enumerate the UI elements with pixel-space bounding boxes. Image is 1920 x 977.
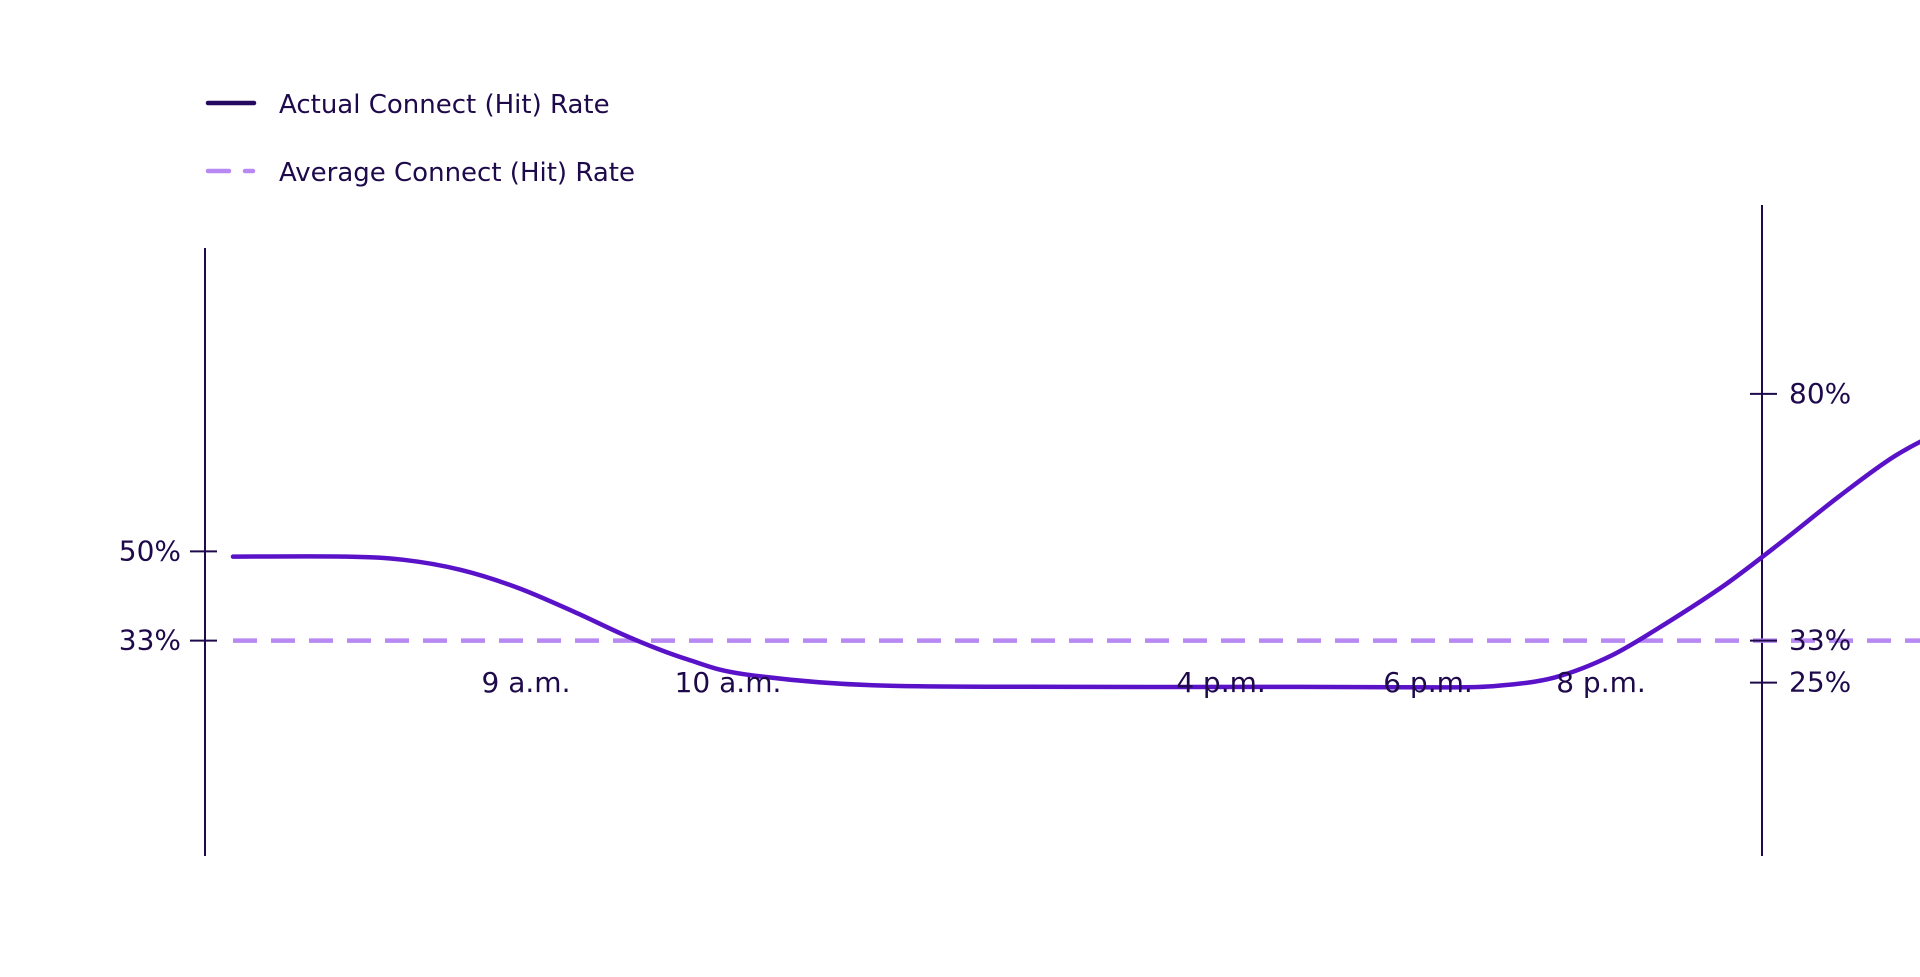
time-label: 8 p.m.	[1556, 666, 1646, 699]
legend-average-label: Average Connect (Hit) Rate	[279, 158, 635, 188]
time-label: 6 p.m.	[1383, 666, 1473, 699]
legend-actual-label: Actual Connect (Hit) Rate	[279, 90, 610, 120]
right-tick-label-25: 25%	[1789, 666, 1851, 699]
right-tick-label-33: 33%	[1789, 624, 1851, 657]
time-label: 10 a.m.	[675, 666, 782, 699]
left-tick-label-50: 50%	[119, 534, 181, 567]
time-label: 4 p.m.	[1176, 666, 1266, 699]
actual-connect-rate-line	[230, 439, 1920, 690]
right-tick-label-80: 80%	[1789, 377, 1851, 410]
left-tick-label-33: 33%	[119, 624, 181, 657]
time-label: 9 a.m.	[482, 666, 571, 699]
